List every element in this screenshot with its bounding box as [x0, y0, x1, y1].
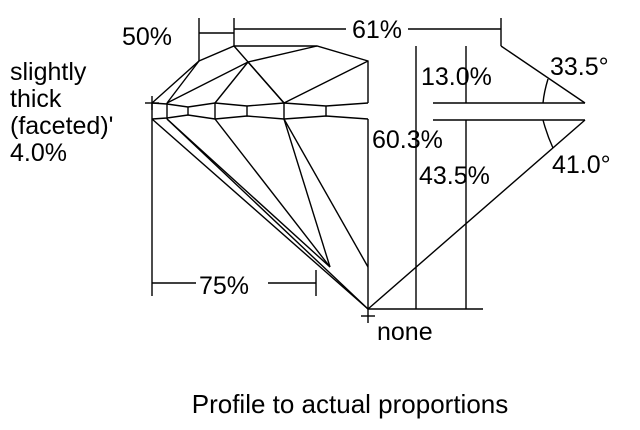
- crown-angle-label: 33.5°: [550, 53, 609, 81]
- lower-half-label: 75%: [199, 272, 249, 300]
- table-label: 61%: [352, 16, 402, 44]
- crown-angle-arc: [542, 78, 549, 104]
- total-depth-label: 60.3%: [372, 126, 443, 154]
- crown-percent-label: 50%: [122, 23, 172, 51]
- girdle-label-line2: thick: [10, 85, 62, 113]
- diamond-outline: [151, 45, 369, 310]
- cross-section: [367, 45, 586, 310]
- caption: Profile to actual proportions: [192, 389, 509, 419]
- pavilion-angle-label: 41.0°: [552, 151, 611, 179]
- culet-label: none: [377, 318, 433, 346]
- crown-height-label: 13.0%: [421, 63, 492, 91]
- pavilion-depth-label: 43.5%: [419, 162, 490, 190]
- dimension-lines: [145, 18, 502, 323]
- girdle-label-line3: (faceted)': [10, 112, 113, 140]
- girdle-label-line1: slightly: [10, 58, 87, 86]
- pavilion-angle-arc: [542, 119, 554, 149]
- girdle-percent-label: 4.0%: [10, 139, 67, 167]
